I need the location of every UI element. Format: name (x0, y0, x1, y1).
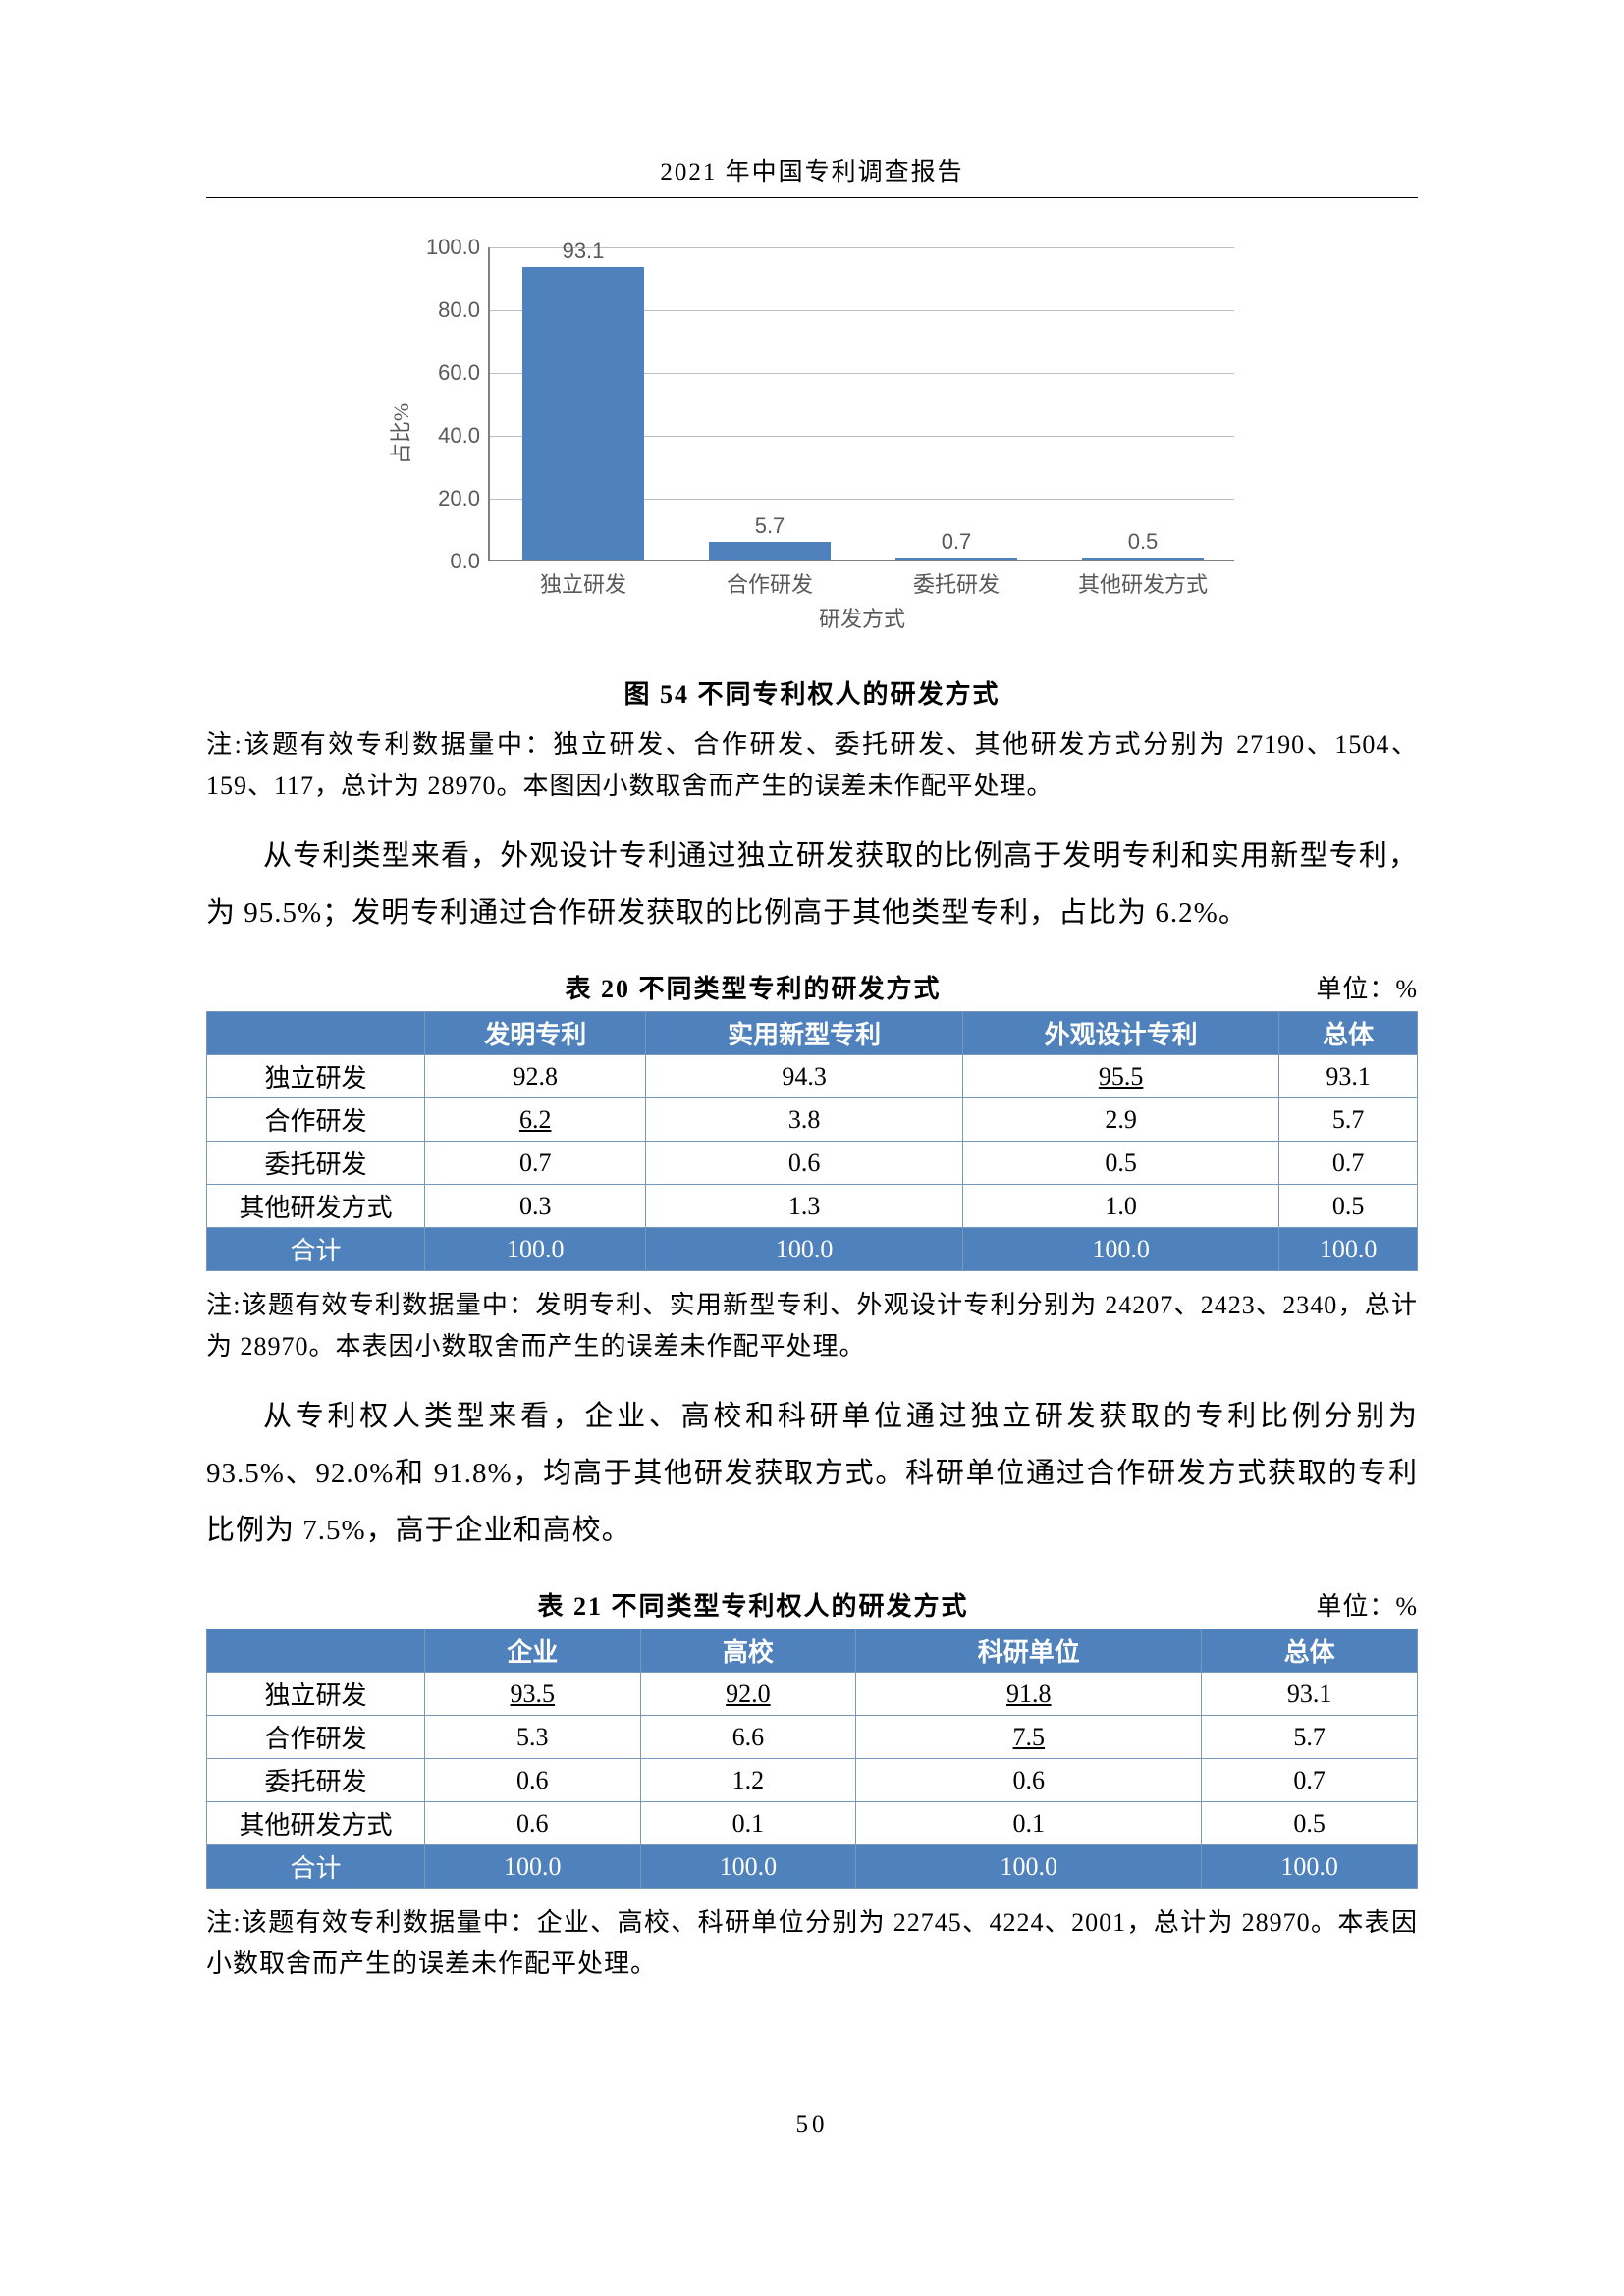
table-data-cell: 91.8 (856, 1673, 1202, 1716)
table-data-cell: 0.7 (1279, 1142, 1418, 1185)
table-data-cell: 92.0 (640, 1673, 856, 1716)
table-20: 发明专利实用新型专利外观设计专利总体独立研发92.894.395.593.1 合作… (206, 1011, 1418, 1271)
table-21-caption-row: 表 21 不同类型专利权人的研发方式 单位：% (206, 1586, 1418, 1623)
table-total-label: 合计 (207, 1228, 425, 1271)
table-row-label: 合作研发 (207, 1716, 425, 1759)
chart-54-wrapper: 占比% 研发方式 0.020.040.060.080.0100.093.1独立研… (206, 228, 1418, 640)
chart-54-y-tick-label: 0.0 (450, 549, 490, 574)
table-data-cell: 0.7 (424, 1142, 646, 1185)
table-header-cell: 实用新型专利 (646, 1012, 962, 1055)
chart-54-x-tick-label: 合作研发 (727, 560, 813, 599)
chart-54-bar-value-label: 93.1 (563, 239, 605, 267)
page-header-title: 2021 年中国专利调查报告 (206, 152, 1418, 198)
table-total-cell: 100.0 (424, 1845, 640, 1889)
table-total-cell: 100.0 (1279, 1228, 1418, 1271)
table-row-label: 独立研发 (207, 1673, 425, 1716)
table-header-cell: 企业 (424, 1629, 640, 1673)
table-header-cell: 外观设计专利 (962, 1012, 1278, 1055)
table-data-cell: 0.5 (962, 1142, 1278, 1185)
table-data-cell: 1.3 (646, 1185, 962, 1228)
table-data-cell: 7.5 (856, 1716, 1202, 1759)
table-data-cell: 0.1 (640, 1802, 856, 1845)
table-data-cell: 5.3 (424, 1716, 640, 1759)
table-data-cell: 5.7 (1279, 1098, 1418, 1142)
page-number: 50 (796, 2111, 829, 2139)
table-data-cell: 93.1 (1202, 1673, 1418, 1716)
table-data-cell: 93.1 (1279, 1055, 1418, 1098)
chart-54-bar (709, 542, 831, 560)
table-total-label: 合计 (207, 1845, 425, 1889)
note-table-21: 注:该题有效专利数据量中：企业、高校、科研单位分别为 22745、4224、20… (206, 1902, 1418, 1984)
table-data-cell: 92.8 (424, 1055, 646, 1098)
table-20-unit: 单位：% (1300, 969, 1418, 1005)
chart-54-x-tick-label: 委托研发 (913, 560, 1000, 599)
table-data-cell: 95.5 (962, 1055, 1278, 1098)
chart-54-y-tick-label: 40.0 (438, 423, 490, 449)
table-data-cell: 3.8 (646, 1098, 962, 1142)
chart-54-x-axis-label: 研发方式 (819, 602, 905, 633)
table-total-cell: 100.0 (1202, 1845, 1418, 1889)
table-total-cell: 100.0 (856, 1845, 1202, 1889)
chart-54-x-tick-label: 独立研发 (540, 560, 626, 599)
chart-54-bar-value-label: 5.7 (755, 513, 785, 542)
body-para-1: 从专利类型来看，外观设计专利通过独立研发获取的比例高于发明专利和实用新型专利，为… (206, 828, 1418, 941)
table-data-cell: 0.3 (424, 1185, 646, 1228)
table-data-cell: 93.5 (424, 1673, 640, 1716)
table-21: 企业高校科研单位总体独立研发93.592.091.893.1 合作研发5.36.6… (206, 1629, 1418, 1889)
table-total-cell: 100.0 (962, 1228, 1278, 1271)
table-data-cell: 0.6 (856, 1759, 1202, 1802)
chart-54-y-tick-label: 100.0 (426, 235, 490, 260)
table-20-caption: 表 20 不同类型专利的研发方式 (566, 969, 942, 1005)
table-row-label: 独立研发 (207, 1055, 425, 1098)
chart-54: 占比% 研发方式 0.020.040.060.080.0100.093.1独立研… (370, 228, 1254, 640)
table-data-cell: 2.9 (962, 1098, 1278, 1142)
table-header-cell (207, 1012, 425, 1055)
chart-54-plot-area: 研发方式 0.020.040.060.080.0100.093.1独立研发5.7… (488, 247, 1234, 561)
table-21-caption: 表 21 不同类型专利权人的研发方式 (538, 1586, 969, 1623)
table-data-cell: 0.6 (424, 1802, 640, 1845)
table-data-cell: 0.6 (424, 1759, 640, 1802)
table-data-cell: 5.7 (1202, 1716, 1418, 1759)
table-header-cell: 总体 (1202, 1629, 1418, 1673)
table-data-cell: 1.2 (640, 1759, 856, 1802)
table-data-cell: 0.5 (1279, 1185, 1418, 1228)
table-data-cell: 0.1 (856, 1802, 1202, 1845)
table-total-cell: 100.0 (640, 1845, 856, 1889)
table-row-label: 合作研发 (207, 1098, 425, 1142)
table-row-label: 其他研发方式 (207, 1802, 425, 1845)
chart-54-bar-value-label: 0.5 (1128, 529, 1159, 558)
table-header-cell: 发明专利 (424, 1012, 646, 1055)
table-data-cell: 1.0 (962, 1185, 1278, 1228)
chart-54-bar-group: 93.1 (522, 267, 644, 560)
chart-54-bar-value-label: 0.7 (942, 529, 972, 558)
table-row-label: 委托研发 (207, 1759, 425, 1802)
note-table-20: 注:该题有效专利数据量中：发明专利、实用新型专利、外观设计专利分别为 24207… (206, 1285, 1418, 1366)
body-para-2: 从专利权人类型来看，企业、高校和科研单位通过独立研发获取的专利比例分别为 93.… (206, 1388, 1418, 1559)
chart-54-x-tick-label: 其他研发方式 (1078, 560, 1208, 599)
table-total-cell: 100.0 (646, 1228, 962, 1271)
table-21-unit: 单位：% (1300, 1586, 1418, 1623)
note-chart-54: 注:该题有效专利数据量中：独立研发、合作研发、委托研发、其他研发方式分别为 27… (206, 724, 1418, 806)
table-20-caption-row: 表 20 不同类型专利的研发方式 单位：% (206, 969, 1418, 1005)
table-data-cell: 94.3 (646, 1055, 962, 1098)
table-data-cell: 0.6 (646, 1142, 962, 1185)
chart-54-bar-group: 5.7 (709, 542, 831, 560)
chart-54-y-axis-label: 占比% (384, 403, 415, 464)
table-row-label: 委托研发 (207, 1142, 425, 1185)
table-header-cell: 总体 (1279, 1012, 1418, 1055)
chart-54-bar (522, 267, 644, 560)
chart-54-y-tick-label: 60.0 (438, 360, 490, 386)
table-header-cell (207, 1629, 425, 1673)
table-data-cell: 6.2 (424, 1098, 646, 1142)
table-row-label: 其他研发方式 (207, 1185, 425, 1228)
chart-54-y-tick-label: 20.0 (438, 486, 490, 511)
table-data-cell: 0.5 (1202, 1802, 1418, 1845)
table-data-cell: 0.7 (1202, 1759, 1418, 1802)
table-total-cell: 100.0 (424, 1228, 646, 1271)
chart-54-caption: 图 54 不同专利权人的研发方式 (206, 674, 1418, 711)
table-data-cell: 6.6 (640, 1716, 856, 1759)
table-header-cell: 高校 (640, 1629, 856, 1673)
chart-54-y-tick-label: 80.0 (438, 297, 490, 323)
table-header-cell: 科研单位 (856, 1629, 1202, 1673)
